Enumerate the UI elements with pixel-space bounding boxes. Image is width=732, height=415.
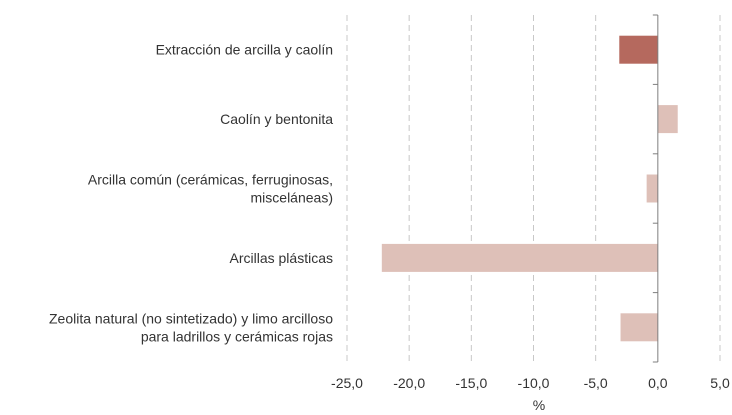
x-tick-label-5: 0,0 <box>648 375 668 391</box>
category-label-4-line-1: para ladrillos y cerámicas rojas <box>141 328 333 344</box>
category-label-0-line-0: Extracción de arcilla y caolín <box>156 42 333 58</box>
category-labels: Extracción de arcilla y caolín Caolín y b… <box>49 42 333 345</box>
category-label-3: Arcillas plásticas <box>230 250 333 266</box>
bar-1 <box>657 105 678 134</box>
x-tick-label-6: 5,0 <box>710 375 730 391</box>
bar-4 <box>620 313 658 342</box>
category-axis <box>652 14 659 363</box>
category-label-2-line-0: Arcilla común (cerámicas, ferruginosas, <box>88 172 333 188</box>
bar-3 <box>381 243 658 272</box>
category-label-0: Extracción de arcilla y caolín <box>156 42 333 58</box>
category-label-2-line-1: misceláneas) <box>251 190 333 206</box>
bar-0 <box>619 35 658 64</box>
x-tick-label-3: -10,0 <box>518 375 550 391</box>
category-label-2: Arcilla común (cerámicas, ferruginosas, m… <box>88 172 333 206</box>
x-tick-label-0: -25,0 <box>331 375 363 391</box>
x-tick-label-1: -20,0 <box>393 375 425 391</box>
category-label-1-line-0: Caolín y bentonita <box>220 111 333 127</box>
category-label-1: Caolín y bentonita <box>220 111 333 127</box>
bars <box>381 35 678 342</box>
x-tick-label-2: -15,0 <box>455 375 487 391</box>
category-label-3-line-0: Arcillas plásticas <box>230 250 333 266</box>
grid-lines <box>346 15 721 362</box>
category-label-4-line-0: Zeolita natural (no sintetizado) y limo … <box>49 310 333 326</box>
bar-2 <box>646 174 658 203</box>
x-tick-labels: -25,0 -20,0 -15,0 -10,0 -5,0 0,0 5,0 <box>331 375 730 391</box>
x-tick-label-4: -5,0 <box>584 375 608 391</box>
x-axis-title: % <box>533 397 545 410</box>
category-label-4: Zeolita natural (no sintetizado) y limo … <box>49 310 333 344</box>
